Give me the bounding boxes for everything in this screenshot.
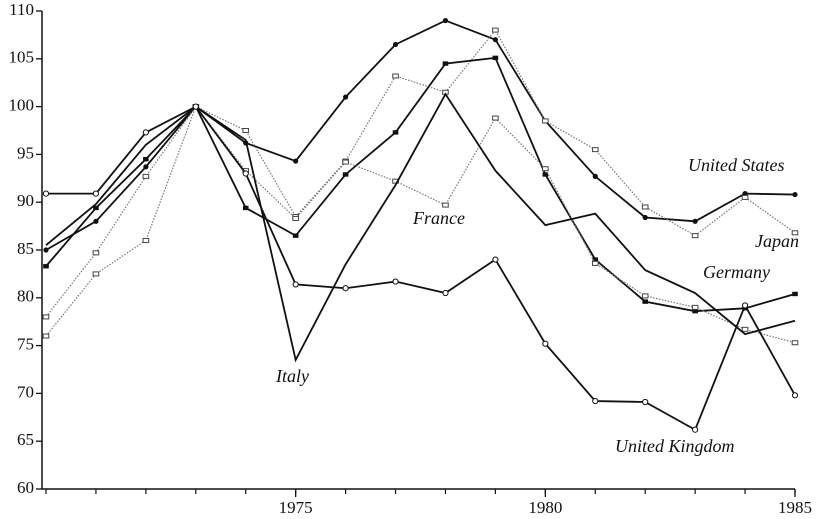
point <box>93 218 99 224</box>
point <box>442 17 449 24</box>
point <box>293 158 299 164</box>
y-tick-label: 90 <box>17 191 34 210</box>
point <box>741 302 749 309</box>
point <box>392 73 399 79</box>
point <box>691 233 699 239</box>
point <box>342 172 349 177</box>
point <box>692 426 699 433</box>
y-tick-label: 80 <box>17 287 34 306</box>
point <box>143 164 149 170</box>
point <box>542 166 549 172</box>
point <box>392 41 399 48</box>
point <box>741 194 749 200</box>
point <box>592 173 598 179</box>
point <box>542 118 549 124</box>
point <box>242 205 249 211</box>
y-tick-label: 85 <box>17 239 34 258</box>
point <box>143 156 149 162</box>
series-line <box>45 29 796 337</box>
point <box>92 271 100 277</box>
point <box>592 257 599 262</box>
point <box>292 215 299 221</box>
point <box>692 218 698 224</box>
y-tick-label: 65 <box>17 430 34 449</box>
point <box>691 304 699 310</box>
x-tick-label: 1980 <box>528 498 562 517</box>
point <box>42 333 50 339</box>
point <box>492 27 499 33</box>
point <box>791 340 799 346</box>
point <box>792 191 798 198</box>
point <box>242 170 249 177</box>
point <box>692 308 698 314</box>
point <box>292 233 299 238</box>
point <box>641 204 649 210</box>
point <box>642 398 649 406</box>
point <box>342 159 349 165</box>
point <box>792 291 798 297</box>
point <box>791 230 799 236</box>
point <box>392 278 399 285</box>
point <box>641 293 649 299</box>
series-line <box>45 92 796 363</box>
y-tick-label: 100 <box>9 96 35 115</box>
point <box>442 289 449 297</box>
series-line <box>45 105 796 344</box>
point <box>43 247 49 253</box>
point <box>92 190 100 197</box>
y-tick-label: 95 <box>17 143 34 162</box>
point <box>642 214 648 221</box>
point <box>642 299 648 304</box>
point <box>741 326 749 332</box>
y-tick-label: 70 <box>17 382 34 401</box>
point <box>142 173 150 179</box>
point <box>392 130 399 135</box>
point <box>92 250 100 256</box>
point <box>42 190 50 197</box>
series-line <box>45 56 796 313</box>
point <box>592 397 599 405</box>
point <box>192 103 199 110</box>
series-line <box>46 105 796 432</box>
point <box>492 37 498 43</box>
y-tick-label: 75 <box>17 335 34 354</box>
point <box>492 55 499 61</box>
point <box>142 237 150 243</box>
series-line <box>45 19 796 251</box>
y-tick-label: 110 <box>9 0 34 19</box>
point <box>591 147 599 153</box>
x-tick-label: 1985 <box>778 498 812 517</box>
point <box>591 260 599 266</box>
point <box>542 340 549 347</box>
x-tick-label: 1975 <box>279 498 313 517</box>
series-label: Japan <box>755 231 799 251</box>
series-label: France <box>412 208 465 228</box>
y-tick-label: 60 <box>17 478 34 497</box>
series-label: United States <box>688 155 785 175</box>
point <box>93 205 99 211</box>
point <box>242 128 250 133</box>
point <box>342 285 349 292</box>
point <box>142 129 149 136</box>
point <box>442 61 449 66</box>
series-label: United Kingdom <box>615 436 735 456</box>
series-label: Italy <box>275 366 309 386</box>
point <box>492 256 499 263</box>
point <box>343 94 349 100</box>
point <box>542 172 549 177</box>
point <box>742 190 748 197</box>
point <box>43 264 49 269</box>
point <box>791 392 799 399</box>
point <box>292 281 299 288</box>
point <box>42 314 50 320</box>
point <box>492 115 499 121</box>
series-label: Germany <box>703 262 770 282</box>
y-tick-label: 105 <box>9 48 35 67</box>
point <box>442 202 449 208</box>
